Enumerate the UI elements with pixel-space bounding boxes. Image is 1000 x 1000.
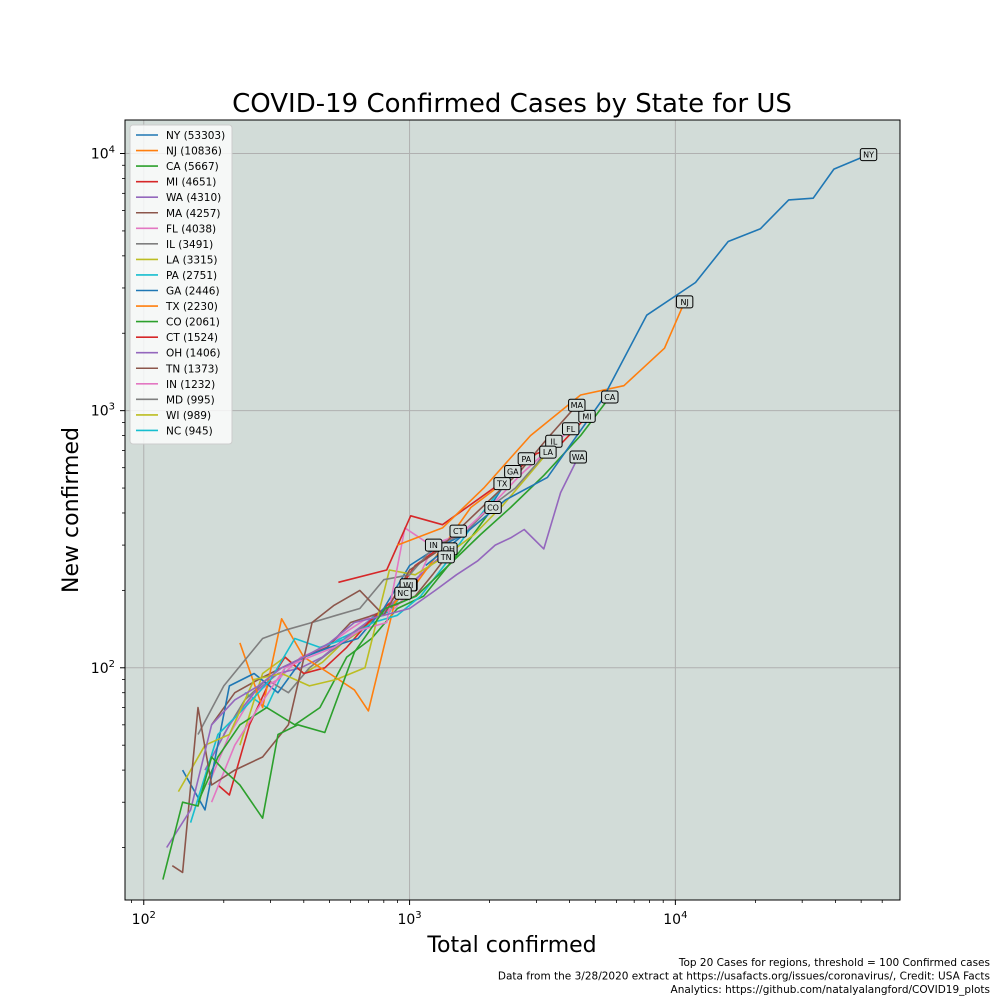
legend-label: TX (2230) [165,301,218,313]
legend-label: MD (995) [166,394,215,406]
legend: NY (53303) NJ (10836) CA (5667) MI (4651) WA… [130,125,232,444]
y-axis-label: New confirmed [59,427,84,593]
legend-label: NY (53303) [166,130,225,142]
end-label-fl: FL [562,423,578,435]
legend-label: WI (989) [166,410,211,422]
legend-label: FL (4038) [166,223,216,235]
end-label-text: NY [863,151,874,160]
end-label-text: IL [550,437,557,446]
end-label-ca: CA [602,391,618,403]
y-tick-label: 103 [91,402,115,420]
legend-label: MA (4257) [166,208,221,220]
x-axis-label: Total confirmed [426,933,596,958]
end-label-co: CO [485,502,501,514]
footnote-line: Top 20 Cases for regions, threshold = 10… [678,957,990,969]
end-label-text: MA [571,401,584,410]
y-tick-label: 102 [91,659,115,677]
legend-label: IN (1232) [166,379,215,391]
legend-label: TN (1373) [165,363,219,375]
footnote-line: Analytics: https://github.com/natalyalan… [671,984,990,996]
legend-label: OH (1406) [166,348,220,360]
end-label-text: LA [543,448,554,457]
end-label-text: TX [496,480,508,489]
end-label-tx: TX [494,478,510,490]
legend-label: MI (4651) [166,177,216,189]
end-label-text: NJ [680,298,688,307]
end-label-text: PA [521,455,531,464]
legend-label: CA (5667) [166,161,219,173]
legend-label: GA (2446) [166,286,220,298]
chart-title: COVID-19 Confirmed Cases by State for US [232,89,792,119]
end-label-text: CT [453,527,464,536]
end-label-text: FL [566,425,576,434]
legend-label: NJ (10836) [166,146,222,158]
end-label-nj: NJ [676,296,692,308]
end-label-mi: MI [579,410,595,422]
end-label-la: LA [540,446,556,458]
end-label-ma: MA [569,399,585,411]
end-label-text: CA [604,393,616,402]
legend-label: NC (945) [166,425,213,437]
end-label-pa: PA [518,453,534,465]
plot-area [125,120,900,900]
end-label-text: CO [487,504,499,513]
legend-label: WA (4310) [166,192,221,204]
legend-label: IL (3491) [166,239,213,251]
end-label-ny: NY [860,149,876,161]
x-tick-label: 104 [663,910,687,928]
x-tick-label: 102 [132,910,156,928]
legend-label: CO (2061) [166,317,220,329]
y-tick-label: 104 [91,145,115,163]
end-label-text: MI [582,412,591,421]
end-label-tn: TN [438,551,454,563]
legend-label: CT (1524) [166,332,218,344]
end-label-ct: CT [450,525,466,537]
x-tick-label: 103 [397,910,421,928]
end-label-text: TN [440,553,452,562]
end-label-text: IN [429,541,437,550]
footnotes: Top 20 Cases for regions, threshold = 10… [498,957,990,996]
end-label-nc: NC [395,587,411,599]
legend-label: LA (3315) [166,254,218,266]
end-label-text: WA [572,453,585,462]
end-label-text: NC [397,589,409,598]
legend-label: PA (2751) [166,270,217,282]
footnote-line: Data from the 3/28/2020 extract at https… [498,971,990,983]
end-label-in: IN [425,539,441,551]
end-label-ga: GA [505,465,521,477]
end-label-il: IL [546,435,562,447]
x-axis-ticks: 102 103 104 [132,900,883,928]
end-label-text: GA [507,467,519,476]
end-label-wa: WA [570,451,586,463]
y-axis-ticks: 102 103 104 [91,145,125,848]
